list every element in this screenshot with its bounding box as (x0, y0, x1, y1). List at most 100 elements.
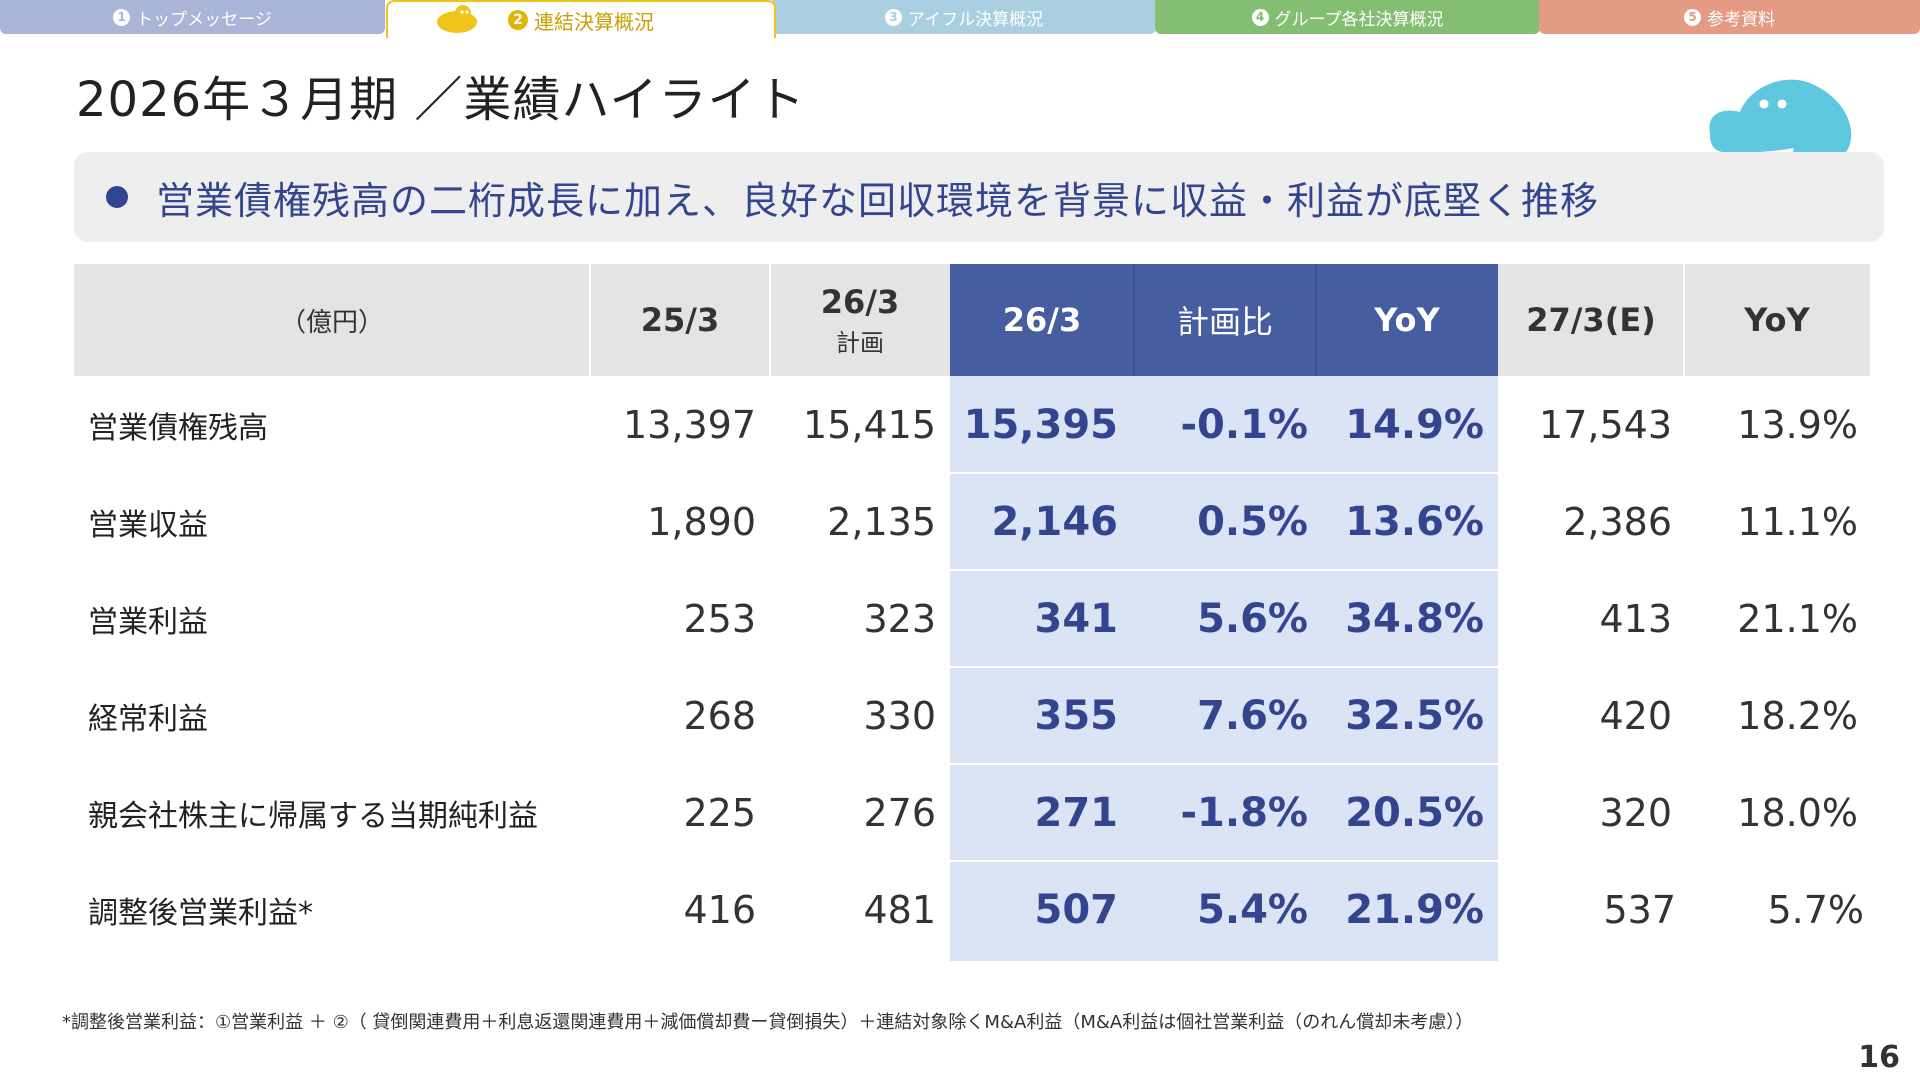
cell-vs-plan: 0.5% (1197, 498, 1308, 545)
cell-yoy: 32.5% (1345, 692, 1484, 739)
header-divider (1315, 264, 1317, 376)
row-divider (950, 569, 1498, 571)
row-label: 経常利益 (88, 701, 208, 737)
cell-yoy: 13.6% (1345, 498, 1484, 545)
col-header-main: 計画比 (1176, 303, 1273, 341)
col-header-fy26-plan: 26/3 計画 (770, 264, 950, 376)
row-divider (950, 763, 1498, 765)
footnote: *調整後営業利益：①営業利益 ＋ ②（ 貸倒関連費用＋利息返還関連費用＋減価償却… (62, 1012, 1474, 1033)
col-header-yoy-est: YoY (1684, 264, 1870, 376)
cell-fy27-est: 2,386 (1563, 499, 1672, 544)
cell-fy27-est: 413 (1599, 596, 1672, 641)
cell-yoy-est: 18.2% (1737, 693, 1858, 738)
row-label: 営業収益 (88, 507, 208, 543)
cell-vs-plan: -0.1% (1180, 401, 1308, 448)
section-tab-bar: 1 トップメッセージ 3 アイフル決算概況 4 グループ各社決算概況 5 参考資… (0, 0, 1920, 38)
tab-label: 参考資料 (1707, 9, 1775, 30)
cell-vs-plan: 5.6% (1197, 595, 1308, 642)
table-body: 営業債権残高 13,397 15,415 15,395 -0.1% 14.9% … (74, 376, 1870, 961)
tab-number-badge: 2 (508, 10, 528, 30)
results-table: （億円） 25/3 26/3 計画 26/3 計画比 YoY 27/3(E) Y… (74, 264, 1870, 961)
cell-yoy-est: 21.1% (1737, 596, 1858, 641)
cell-yoy-est: 13.9% (1737, 402, 1858, 447)
cell-fy26-plan: 481 (863, 887, 936, 932)
cell-fy25: 225 (683, 790, 756, 835)
col-header-fy25: 25/3 (590, 264, 770, 376)
col-header-main: YoY (1374, 301, 1440, 339)
cell-fy27-est: 17,543 (1539, 402, 1672, 447)
tab-number-badge: 1 (113, 8, 131, 26)
col-header-yoy: YoY (1316, 264, 1498, 376)
header-divider (1133, 264, 1135, 376)
cell-fy26-plan: 2,135 (827, 499, 936, 544)
cell-fy25: 13,397 (623, 402, 756, 447)
cell-yoy-est: 11.1% (1737, 499, 1858, 544)
tab-label: 連結決算概況 (534, 9, 654, 34)
col-header-vs-plan: 計画比 (1134, 264, 1316, 376)
cell-fy26-plan: 330 (863, 693, 936, 738)
page-number: 16 (1858, 1040, 1900, 1075)
cell-yoy-est: 5.7% (1767, 887, 1864, 932)
cell-fy26: 355 (1034, 692, 1119, 739)
col-header-main: 27/3(E) (1526, 301, 1656, 339)
cell-fy26: 2,146 (991, 498, 1118, 545)
bullet-icon (106, 186, 128, 208)
row-divider (950, 860, 1498, 862)
cell-fy26-plan: 323 (863, 596, 936, 641)
cell-fy27-est: 537 (1603, 887, 1676, 932)
row-divider (950, 472, 1498, 474)
cell-vs-plan: 5.4% (1197, 886, 1308, 933)
table-header: （億円） 25/3 26/3 計画 26/3 計画比 YoY 27/3(E) Y… (74, 264, 1870, 376)
cell-fy25: 1,890 (647, 499, 756, 544)
highlight-banner: 営業債権残高の二桁成長に加え、良好な回収環境を背景に収益・利益が底堅く推移 (74, 152, 1884, 242)
tab-mascot-icon (437, 5, 477, 33)
row-label: 営業債権残高 (88, 410, 268, 446)
header-divider (1683, 264, 1685, 376)
cell-fy26-plan: 15,415 (803, 402, 936, 447)
row-label: 親会社株主に帰属する当期純利益 (88, 798, 538, 834)
col-header-sub: 計画 (836, 328, 884, 357)
table-row: 営業収益 1,890 2,135 2,146 0.5% 13.6% 2,386 … (74, 473, 1870, 570)
tab-top-message[interactable]: 1 トップメッセージ (0, 0, 385, 34)
table-row: 親会社株主に帰属する当期純利益 225 276 271 -1.8% 20.5% … (74, 764, 1870, 861)
tab-reference[interactable]: 5 参考資料 (1539, 0, 1920, 34)
cell-fy25: 268 (683, 693, 756, 738)
cell-fy26: 341 (1034, 595, 1119, 642)
tab-aiful-results[interactable]: 3 アイフル決算概況 (772, 0, 1156, 34)
cell-vs-plan: -1.8% (1180, 789, 1308, 836)
unit-header: （億円） (74, 264, 590, 376)
unit-label: （億円） (279, 307, 384, 338)
col-header-main: 25/3 (640, 301, 720, 339)
row-label: 営業利益 (88, 604, 208, 640)
tab-number-badge: 4 (1251, 8, 1269, 26)
cell-fy26: 271 (1034, 789, 1119, 836)
cell-fy26: 15,395 (963, 401, 1118, 448)
row-divider (950, 666, 1498, 668)
table-row: 営業利益 253 323 341 5.6% 34.8% 413 21.1% (74, 570, 1870, 667)
table-row: 調整後営業利益* 416 481 507 5.4% 21.9% 537 5.7% (74, 861, 1870, 958)
col-header-main: YoY (1744, 301, 1810, 339)
tab-group-results[interactable]: 4 グループ各社決算概況 (1155, 0, 1540, 34)
cell-vs-plan: 7.6% (1197, 692, 1308, 739)
tab-label: アイフル決算概況 (907, 9, 1044, 30)
mascot-icon (1709, 79, 1852, 174)
tab-number-badge: 3 (884, 8, 902, 26)
cell-yoy: 21.9% (1345, 886, 1484, 933)
cell-yoy: 34.8% (1345, 595, 1484, 642)
cell-fy26: 507 (1034, 886, 1119, 933)
cell-fy25: 253 (683, 596, 756, 641)
col-header-main: 26/3 (1002, 301, 1082, 339)
table-row: 経常利益 268 330 355 7.6% 32.5% 420 18.2% (74, 667, 1870, 764)
cell-fy25: 416 (683, 887, 756, 932)
header-divider (769, 264, 771, 376)
highlight-text: 営業債権残高の二桁成長に加え、良好な回収環境を背景に収益・利益が底堅く推移 (156, 178, 1600, 223)
col-header-fy26: 26/3 (950, 264, 1134, 376)
cell-yoy: 20.5% (1345, 789, 1484, 836)
cell-fy27-est: 320 (1599, 790, 1672, 835)
col-header-main: 26/3 (820, 282, 900, 321)
tab-label: グループ各社決算概況 (1274, 9, 1444, 30)
tab-number-badge: 5 (1684, 8, 1701, 26)
page-title: 2026年３月期 ／業績ハイライト (76, 72, 806, 128)
cell-fy27-est: 420 (1599, 693, 1672, 738)
cell-yoy: 14.9% (1345, 401, 1484, 448)
